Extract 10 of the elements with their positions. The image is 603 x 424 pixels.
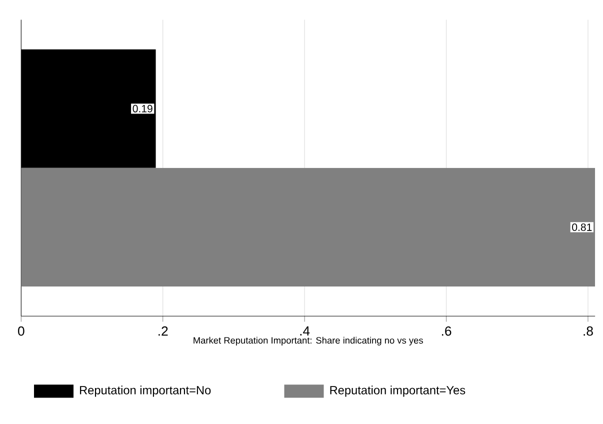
legend-label: Reputation important=No [80,386,211,397]
x-tick-label: .4 [300,326,310,336]
x-tick-label: 0 [18,326,24,336]
x-axis-title: Market Reputation Important: Share indicating no vs yes [194,336,423,346]
data-label: 0.19 [132,105,152,112]
x-tick-label: .8 [584,326,593,336]
x-tick-label: .6 [442,326,452,336]
legend-label: Reputation important=Yes [330,386,466,397]
data-label: 0.81 [572,224,592,232]
x-tick-label: .2 [158,326,168,336]
